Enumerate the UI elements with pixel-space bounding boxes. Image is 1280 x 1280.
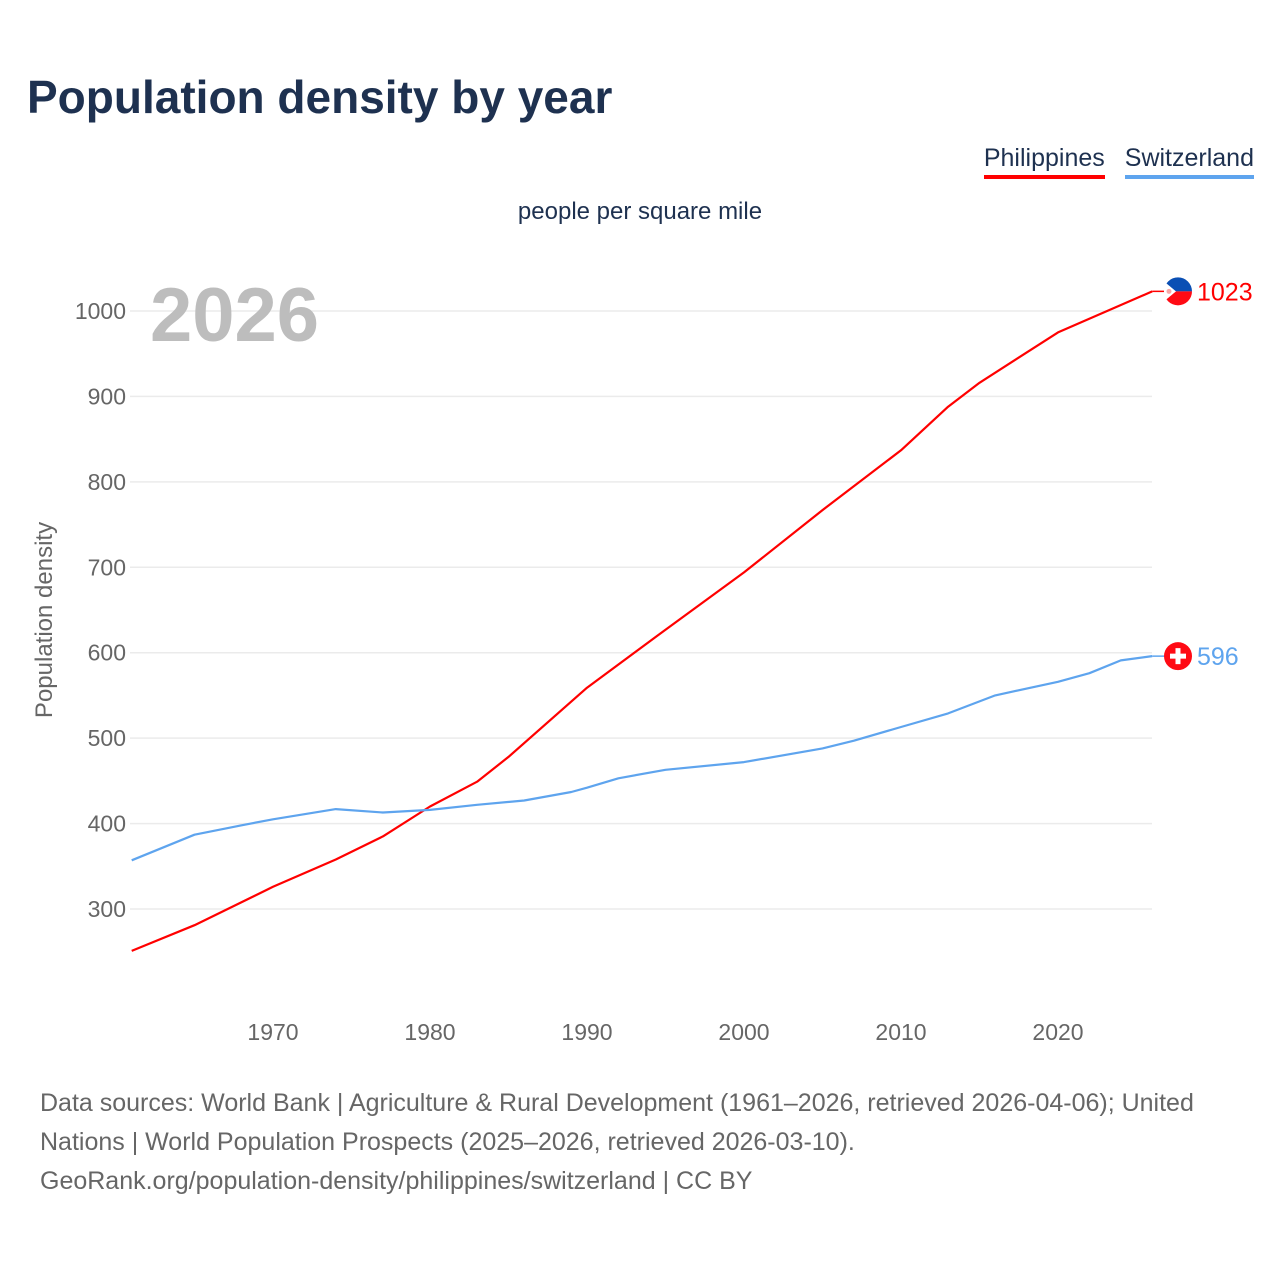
legend-item-philippines[interactable]: Philippines — [983, 144, 1105, 179]
y-tick-label: 900 — [88, 383, 126, 409]
footer: Data sources: World Bank | Agriculture &… — [40, 1084, 1250, 1201]
x-tick-label: 1990 — [561, 1019, 612, 1045]
y-tick-label: 600 — [88, 640, 126, 666]
y-tick-label: 500 — [88, 725, 126, 751]
y-tick-label: 800 — [88, 469, 126, 495]
end-value-label: 1023 — [1197, 278, 1253, 306]
y-tick-label: 300 — [88, 896, 126, 922]
y-tick-label: 1000 — [75, 298, 126, 324]
legend-item-switzerland[interactable]: Switzerland — [1124, 144, 1254, 179]
end-value-label: 596 — [1197, 643, 1239, 671]
flag-philippines-icon — [1164, 277, 1192, 306]
series-line-switzerland — [131, 655, 1153, 862]
y-tick-label: 700 — [88, 554, 126, 580]
y-tick-label: 400 — [88, 811, 126, 837]
x-tick-label: 2010 — [875, 1019, 926, 1045]
chart-title: Population density by year — [27, 71, 613, 123]
x-tick-label: 2000 — [718, 1019, 769, 1045]
x-tick-label: 2020 — [1032, 1019, 1083, 1045]
y-axis-label: Population density — [31, 522, 58, 718]
flag-switzerland-icon — [1164, 642, 1192, 671]
legend: Philippines Switzerland — [983, 144, 1254, 179]
x-tick-label: 1980 — [404, 1019, 455, 1045]
series-line-philippines — [131, 290, 1153, 952]
year-label: 2026 — [150, 273, 319, 358]
x-tick-label: 1970 — [247, 1019, 298, 1045]
data-sources: Data sources: World Bank | Agriculture &… — [40, 1089, 1194, 1156]
source-link[interactable]: GeoRank.org/population-density/philippin… — [40, 1167, 753, 1195]
chart-subtitle: people per square mile — [517, 198, 763, 225]
